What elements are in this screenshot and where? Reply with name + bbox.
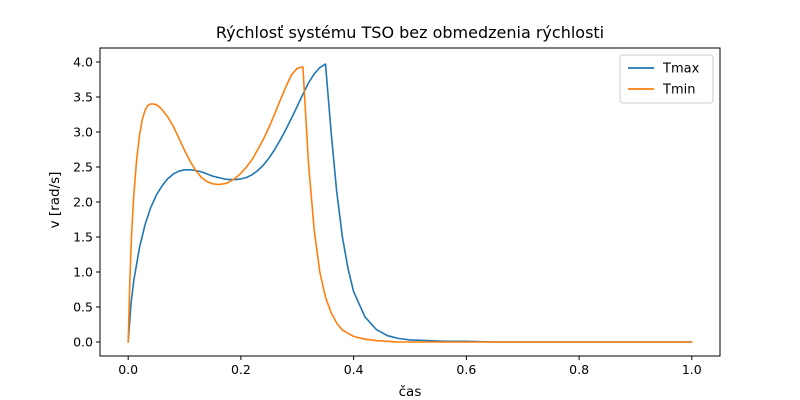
y-axis: 0.0 0.5 1.0 1.5 2.0 2.5 3.0 3.5 4.0 <box>73 55 100 350</box>
x-tick-label: 0.8 <box>569 362 589 377</box>
legend-label-tmax: Tmax <box>662 62 700 77</box>
x-axis-label: čas <box>399 384 422 400</box>
series-line-tmin <box>127 66 693 343</box>
y-tick-label: 0.5 <box>73 300 93 315</box>
y-tick-label: 0.0 <box>73 335 93 350</box>
y-tick-label: 3.0 <box>73 125 93 140</box>
x-tick-label: 1.0 <box>682 362 702 377</box>
y-tick-label: 2.5 <box>73 160 93 175</box>
series-line-tmax <box>127 63 693 343</box>
y-tick-label: 1.5 <box>73 230 93 245</box>
y-tick-label: 4.0 <box>73 55 93 70</box>
x-tick-label: 0.6 <box>456 362 476 377</box>
legend-box <box>619 54 714 104</box>
x-tick-label: 0.0 <box>118 362 138 377</box>
plot-area <box>127 63 693 343</box>
x-tick-label: 0.4 <box>344 362 364 377</box>
legend-label-tmin: Tmin <box>662 83 695 98</box>
legend: Tmax Tmin <box>619 54 714 104</box>
chart-title: Rýchlosť systému TSO bez obmedzenia rých… <box>216 23 604 42</box>
y-axis-label: v [rad/s] <box>47 172 63 229</box>
y-tick-label: 1.0 <box>73 265 93 280</box>
y-tick-label: 3.5 <box>73 90 93 105</box>
x-axis: 0.0 0.2 0.4 0.6 0.8 1.0 <box>118 356 702 377</box>
y-tick-label: 2.0 <box>73 195 93 210</box>
x-tick-label: 0.2 <box>231 362 251 377</box>
